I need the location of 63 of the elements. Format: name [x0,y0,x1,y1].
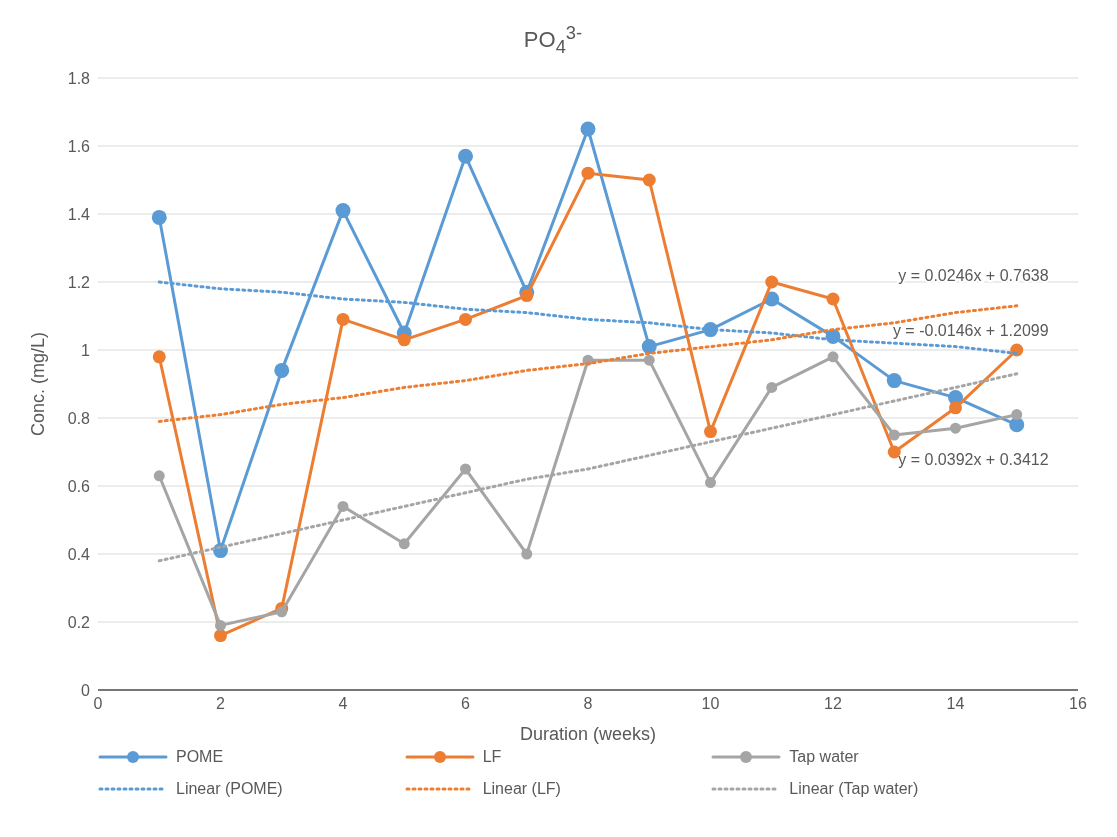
x-tick-label: 4 [338,695,348,713]
point [1011,409,1023,421]
point [949,401,962,415]
x-tick-label: 8 [583,695,593,713]
point [581,166,595,180]
y-tick-label: 1 [81,341,91,359]
point [766,381,778,393]
y-tick-label: 1.4 [67,205,91,223]
point [826,292,840,306]
point [641,339,657,355]
legend-label: Linear (POME) [176,780,283,798]
point [215,619,226,631]
point [458,148,473,164]
point [765,275,779,289]
x-tick-label: 12 [824,695,842,713]
y-tick-label: 0.2 [67,613,91,631]
point [520,289,534,303]
point [398,538,410,550]
x-tick-label: 14 [946,695,965,713]
point [642,173,656,187]
x-tick-label: 10 [701,695,720,713]
point [276,606,288,618]
point [704,425,717,439]
legend-label: LF [482,748,502,766]
point [888,429,900,441]
y-tick-label: 1.2 [67,273,91,291]
point [336,312,350,326]
legend-label: Linear (LF) [482,780,561,798]
x-tick-label: 2 [216,695,226,713]
y-tick-label: 0.8 [67,409,91,427]
y-tick-label: 1.6 [67,137,91,155]
x-tick-label: 6 [461,695,471,713]
x-tick-label: 0 [93,695,103,713]
point [521,548,533,560]
y-tick-label: 0.4 [67,545,91,563]
point [153,470,165,482]
point [459,312,472,326]
y-tick-label: 0.6 [67,477,91,495]
annotation: y = 0.0392x + 0.3412 [898,450,1049,468]
point [335,203,351,219]
point [152,350,166,364]
point [950,422,961,434]
annotation: y = 0.0246x + 0.7638 [898,267,1049,284]
point [397,333,411,347]
point [643,354,655,366]
point [886,373,902,389]
legend-label: Tap water [789,748,859,766]
annotation: y = -0.0146x + 1.2099 [892,321,1049,339]
point [827,351,839,363]
point [460,463,471,475]
point [214,629,227,643]
point [151,209,167,225]
x-tick-label: 16 [1069,695,1087,713]
y-tick-label: 0 [81,681,91,699]
point [705,477,716,489]
point [337,500,349,512]
y-axis-title: Conc. (mg/L) [28,331,49,437]
legend-label: Linear (Tap water) [789,780,919,798]
point [274,362,290,378]
point [580,121,596,137]
y-tick-label: 1.8 [67,69,91,87]
x-axis-title: Duration (weeks) [519,724,657,744]
legend-label: POME [176,748,224,766]
